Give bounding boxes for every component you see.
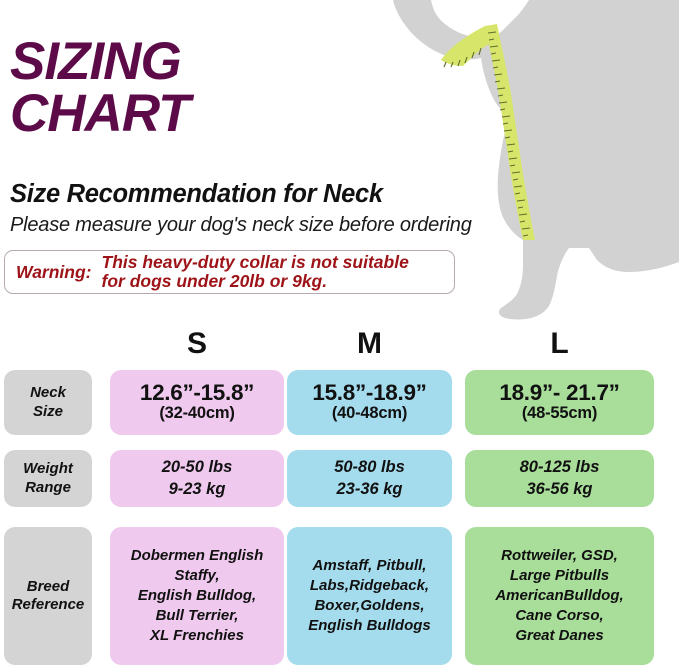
row-label-weight-range: Weight Range [4,450,92,507]
row-label-weight-range-line1: Weight [23,460,73,478]
cell-weight-range-medium: 50-80 lbs 23-36 kg [287,450,452,507]
row-label-neck-size-line1: Neck [30,384,66,402]
weight-large-lbs: 80-125 lbs [519,457,600,476]
cell-weight-range-small: 20-50 lbs 9-23 kg [110,450,284,507]
row-label-weight-range-line2: Range [25,478,71,496]
column-header-large: L [550,327,569,360]
cell-breed-large: Rottweiler, GSD, Large Pitbulls American… [465,527,654,665]
neck-size-large-inches: 18.9”- 21.7” [499,379,620,405]
weight-medium-kg: 23-36 kg [336,479,403,498]
warning-label: Warning: [16,261,92,282]
cell-neck-size-small: 12.6”-15.8” (32-40cm) [110,370,284,435]
breed-large-line: AmericanBulldog, [495,587,624,605]
weight-small-lbs: 20-50 lbs [161,457,233,476]
cell-neck-size-medium: 15.8”-18.9” (40-48cm) [287,370,452,435]
title-line-chart: CHART [10,83,191,143]
column-header-medium: M [357,327,382,360]
neck-size-large-cm: (48-55cm) [521,404,598,423]
breed-medium-line: Labs,Ridgeback, [309,577,430,595]
breed-small-line: Dobermen English [130,547,264,565]
cell-breed-small: Dobermen English Staffy, English Bulldog… [110,527,284,665]
breed-small-line: Bull Terrier, [155,606,239,624]
breed-large-line: Rottweiler, GSD, [501,547,618,565]
breed-small-line: Staffy, [174,567,220,585]
weight-medium-lbs: 50-80 lbs [334,457,405,476]
weight-small-kg: 9-23 kg [168,479,226,498]
subtitle-size-recommendation: Size Recommendation for Neck [10,180,383,208]
breed-medium-line: Boxer,Goldens, [314,597,425,614]
warning-message-line1: This heavy-duty collar is not suitable [101,252,409,273]
weight-large-kg: 36-56 kg [526,479,593,498]
title-line-sizing: SIZING [10,32,182,91]
row-label-neck-size-line2: Size [32,402,63,420]
row-label-neck-size: Neck Size [4,370,92,435]
column-header-small: S [186,327,207,360]
cell-breed-medium: Amstaff, Pitbull, Labs,Ridgeback, Boxer,… [287,527,452,665]
breed-large-line: Large Pitbulls [509,567,610,585]
breed-medium-line: Amstaff, Pitbull, [312,557,427,575]
breed-small-line: English Bulldog, [137,587,257,605]
breed-large-line: Great Danes [515,626,604,644]
neck-size-small-inches: 12.6”-15.8” [139,379,255,405]
row-label-breed-reference: Breed Reference [4,527,92,665]
breed-large-line: Cane Corso, [515,606,604,624]
breed-small-line: XL Frenchies [150,626,244,644]
warning-message: This heavy-duty collar is not suitable f… [92,253,409,291]
cell-weight-range-large: 80-125 lbs 36-56 kg [465,450,654,507]
page-title: SIZING CHART [10,32,480,143]
neck-size-medium-cm: (40-48cm) [331,404,408,423]
breed-medium-line: English Bulldogs [308,616,431,634]
warning-message-line2: for dogs under 20lb or 9kg. [101,271,328,291]
instruction-text: Please measure your dog's neck size befo… [10,214,472,236]
row-label-breed-reference-line1: Breed [26,577,70,595]
warning-box: Warning: This heavy-duty collar is not s… [4,250,455,294]
cell-neck-size-large: 18.9”- 21.7” (48-55cm) [465,370,654,435]
row-label-breed-reference-line2: Reference [11,596,85,613]
size-table: S M L Neck Size 12.6”-15.8” (32-40cm) 15… [0,325,679,670]
neck-size-small-cm: (32-40cm) [159,404,235,423]
neck-size-medium-inches: 15.8”-18.9” [312,379,427,405]
